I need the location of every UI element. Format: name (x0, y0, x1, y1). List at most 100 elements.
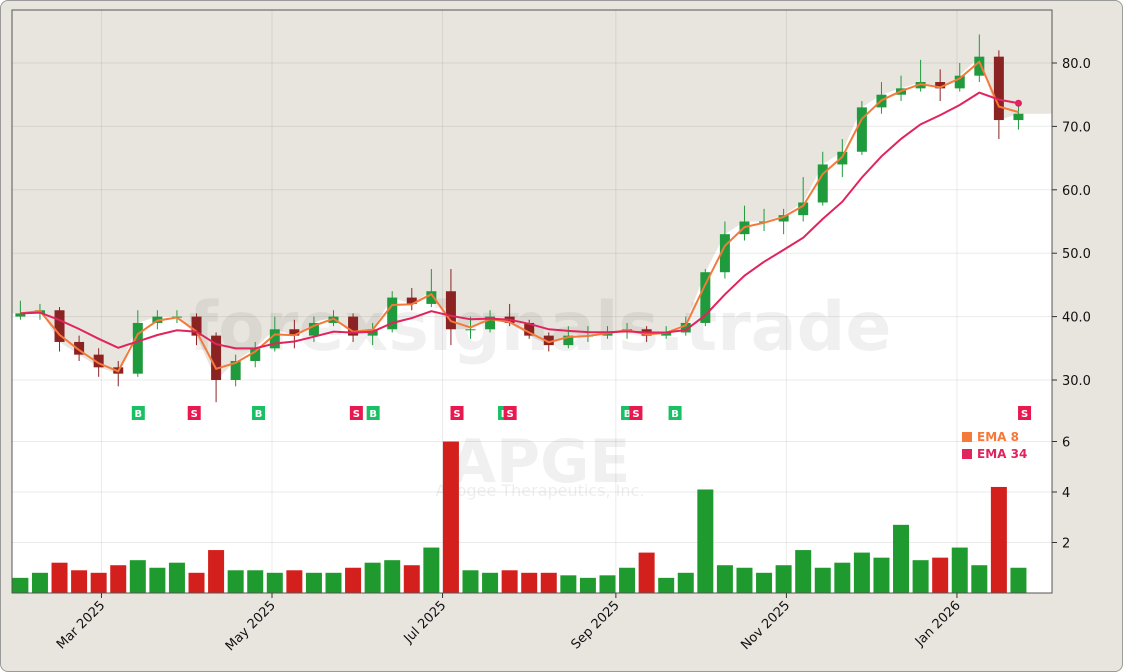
candle-body (915, 82, 926, 89)
signal-label: B (624, 409, 632, 420)
date-tick-label: Nov 2025 (738, 598, 793, 653)
candle-body (524, 322, 535, 336)
candle-body (465, 329, 476, 331)
volume-bar (1010, 567, 1027, 593)
candle-body (74, 341, 85, 355)
volume-bar (873, 557, 890, 593)
volume-bar (188, 572, 205, 593)
signal-label: B (255, 409, 263, 420)
plot-border (11, 9, 1053, 594)
volume-bar (775, 565, 792, 593)
volume-bar (540, 572, 557, 593)
volume-bar (384, 560, 401, 593)
ema34-last-point (1014, 99, 1022, 107)
volume-bar (403, 565, 420, 593)
price-tick-label: 70.0 (1062, 120, 1091, 135)
candle-body (817, 164, 828, 203)
signal-label: B (369, 409, 377, 420)
ticker-watermark: APGE (450, 427, 631, 497)
candle-body (15, 313, 26, 317)
candle-body (993, 56, 1004, 121)
legend: EMA 8 EMA 34 (962, 430, 1027, 461)
sell-signal (450, 406, 464, 420)
volume-bar (697, 489, 714, 593)
volume-bar (325, 572, 342, 593)
legend-swatch-ema8 (962, 432, 972, 442)
candle-body (191, 316, 202, 336)
volume-bar (560, 575, 577, 593)
volume-bar (853, 552, 870, 593)
area-above-price (12, 10, 1052, 380)
ema8-line (20, 60, 1019, 373)
volume-bar (971, 565, 988, 593)
volume-bar (442, 441, 459, 593)
volume-tick-label: 4 (1062, 486, 1070, 501)
legend-swatch-ema34 (962, 449, 972, 459)
volume-tick-label: 2 (1062, 537, 1070, 552)
date-tick-label: Jan 2026 (912, 598, 964, 650)
volume-bar (990, 486, 1007, 593)
sell-signal (349, 406, 363, 420)
candle-body (543, 335, 554, 346)
volume-bar (501, 570, 518, 593)
candle-body (211, 335, 222, 380)
volume-bar (129, 560, 146, 593)
volume-bar (932, 557, 949, 593)
candle-body (387, 297, 398, 330)
candle-body (700, 272, 711, 323)
candle-body (1013, 113, 1024, 121)
signal-label: S (632, 409, 639, 420)
candle-body (445, 291, 456, 330)
volume-bar (482, 572, 499, 593)
volume-bar (638, 552, 655, 593)
candle-body (269, 329, 280, 349)
signal-label: B (134, 409, 142, 420)
buy-signal (252, 406, 266, 420)
volume-bar (893, 524, 910, 593)
candle-body (308, 322, 319, 336)
volume-bar (716, 565, 733, 593)
volume-bar (51, 562, 68, 593)
candle-body (563, 335, 574, 346)
volume-bar (736, 567, 753, 593)
sell-signal (629, 406, 643, 420)
signal-label: S (191, 409, 198, 420)
volume-bar (345, 567, 362, 593)
date-tick-label: May 2025 (223, 598, 279, 654)
date-tick-label: Sep 2025 (568, 598, 622, 652)
candle-body (250, 348, 261, 361)
sell-signal (187, 406, 201, 420)
signal-label: S (453, 409, 460, 420)
price-tick-label: 50.0 (1062, 247, 1091, 262)
volume-bar (423, 547, 440, 593)
volume-bar (168, 562, 185, 593)
price-tick-label: 80.0 (1062, 57, 1091, 72)
volume-bar (912, 560, 929, 593)
buy-signal (668, 406, 682, 420)
volume-bar (247, 570, 264, 593)
volume-bar (579, 577, 596, 593)
candle-body (230, 360, 241, 380)
date-tick-label: Mar 2025 (54, 598, 108, 652)
volume-bar (521, 572, 538, 593)
volume-bar (286, 570, 303, 593)
candle-body (798, 202, 809, 216)
price-tick-label: 60.0 (1062, 184, 1091, 199)
legend-ema34: EMA 34 (977, 447, 1027, 461)
sell-signal (503, 406, 517, 420)
candle-body (132, 322, 143, 374)
candle-body (954, 75, 965, 89)
candle-body (54, 310, 65, 342)
volume-bar (364, 562, 381, 593)
ema-lines (20, 60, 1022, 373)
buy-signal (366, 406, 380, 420)
candle-body (719, 234, 730, 273)
volume-bar (208, 550, 225, 593)
candle-body (289, 329, 300, 336)
volume-bar (462, 570, 479, 593)
volume-bar (756, 572, 773, 593)
volume-bar (305, 572, 322, 593)
candle-body (406, 297, 417, 304)
buy-signal (131, 406, 145, 420)
